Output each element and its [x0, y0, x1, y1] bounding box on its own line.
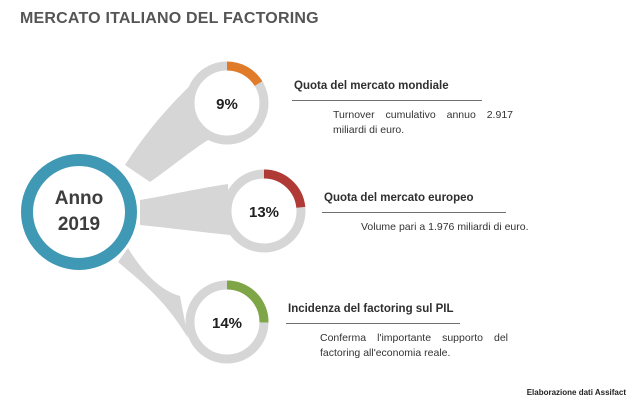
percent-europe: 13% — [249, 204, 279, 221]
page-title: MERCATO ITALIANO DEL FACTORING — [20, 10, 319, 27]
heading-europe: Quota del mercato europeo — [324, 192, 474, 204]
donut-arc-europe — [263, 169, 306, 208]
description-world: Turnover cumulativo annuo 2.917 miliardi… — [333, 109, 513, 136]
connector-gdp — [118, 248, 188, 338]
divider-world — [292, 100, 482, 101]
donut-world: 9% — [185, 61, 269, 145]
description-gdp: Conferma l'importante supporto del facto… — [320, 332, 508, 359]
divider-gdp — [286, 323, 460, 324]
heading-gdp: Incidenza del factoring sul PIL — [288, 303, 454, 315]
percent-world: 9% — [216, 96, 238, 113]
donut-arc-world — [226, 61, 263, 87]
description-europe: Volume pari a 1.976 miliardi di euro. — [361, 221, 529, 233]
percent-gdp: 14% — [212, 315, 242, 332]
connector-europe — [140, 184, 230, 235]
center-label-line2: 2019 — [58, 214, 100, 235]
donut-arc-gdp — [226, 280, 269, 323]
center-circle — [21, 154, 137, 270]
heading-world: Quota del mercato mondiale — [294, 80, 449, 92]
center-label-line1: Anno — [55, 188, 104, 209]
source-note: Elaborazione dati Assifact — [526, 388, 626, 397]
donut-europe: 13% — [222, 169, 306, 253]
donut-gdp: 14% — [185, 280, 269, 364]
divider-europe — [322, 212, 506, 213]
